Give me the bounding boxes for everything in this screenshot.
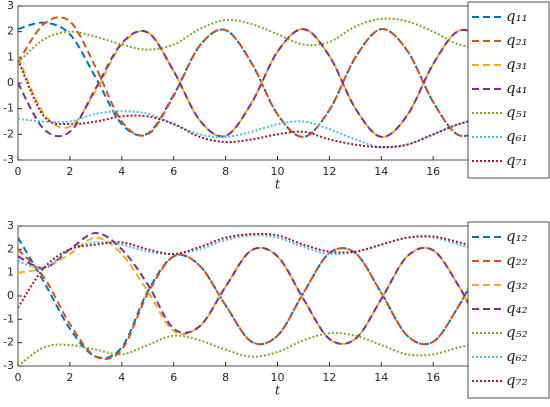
- x-tick-label: 16: [426, 371, 440, 384]
- legend-label: q₆₁: [506, 127, 528, 145]
- y-tick-label: 2: [7, 25, 14, 38]
- x-axis-label: t: [275, 178, 281, 193]
- x-tick-label: 2: [66, 165, 73, 178]
- x-tick-label: 0: [15, 371, 22, 384]
- data-line: [18, 234, 537, 270]
- y-tick-label: 3: [7, 0, 14, 12]
- legend-box: [467, 221, 550, 399]
- data-line: [18, 28, 537, 138]
- x-axis-label: t: [275, 384, 281, 399]
- x-tick-label: 16: [426, 165, 440, 178]
- x-tick-label: 0: [15, 165, 22, 178]
- legend-label: q₇₁: [506, 151, 528, 169]
- y-tick-label: 2: [7, 242, 14, 255]
- y-tick-label: -3: [3, 359, 14, 372]
- y-tick-label: -1: [3, 312, 14, 325]
- x-tick-label: 10: [271, 371, 285, 384]
- x-tick-label: 12: [322, 371, 336, 384]
- y-tick-label: -2: [3, 127, 14, 140]
- x-tick-label: 4: [118, 165, 125, 178]
- x-tick-label: 6: [170, 165, 177, 178]
- legend-label: q₅₁: [506, 103, 528, 121]
- legend-label: q₂₂: [506, 251, 528, 269]
- legend-label: q₅₂: [506, 323, 528, 341]
- y-tick-label: 0: [7, 289, 14, 302]
- legend-label: q₄₂: [506, 299, 528, 317]
- y-tick-label: -1: [3, 102, 14, 115]
- x-tick-label: 2: [66, 371, 73, 384]
- y-tick-label: 1: [7, 50, 14, 63]
- x-tick-label: 6: [170, 371, 177, 384]
- y-tick-label: 0: [7, 76, 14, 89]
- x-tick-label: 14: [374, 165, 388, 178]
- legend-label: q₁₂: [506, 227, 528, 245]
- data-line: [18, 232, 537, 309]
- x-tick-label: 12: [322, 165, 336, 178]
- axes-box: [17, 225, 538, 367]
- legend-label: q₆₂: [506, 347, 528, 365]
- y-tick-label: -3: [3, 153, 14, 166]
- subplot: 02468101214161820-3-2-10123tq₁₁q₂₁q₃₁q₄₁…: [3, 0, 550, 193]
- legend-label: q₇₂: [506, 371, 528, 389]
- subplot: 02468101214161820-3-2-10123tq₁₂q₂₂q₃₂q₄₂…: [3, 219, 550, 399]
- y-tick-label: -2: [3, 336, 14, 349]
- y-tick-label: 1: [7, 266, 14, 279]
- data-line: [18, 17, 537, 64]
- legend-label: q₄₁: [506, 79, 528, 97]
- legend-label: q₂₁: [506, 31, 528, 49]
- x-tick-label: 14: [374, 371, 388, 384]
- data-line: [18, 59, 537, 149]
- y-tick-label: 3: [7, 219, 14, 232]
- x-tick-label: 8: [222, 165, 229, 178]
- x-tick-label: 8: [222, 371, 229, 384]
- x-tick-label: 10: [271, 165, 285, 178]
- legend-label: q₃₂: [506, 275, 528, 293]
- data-line: [18, 332, 537, 366]
- data-line: [18, 28, 537, 138]
- data-line: [18, 16, 537, 138]
- data-line: [18, 231, 537, 346]
- axes-box: [17, 5, 538, 161]
- x-tick-label: 4: [118, 371, 125, 384]
- data-line: [18, 246, 537, 361]
- legend-label: q₃₁: [506, 55, 528, 73]
- legend-label: q₁₁: [506, 7, 528, 25]
- legend-box: [467, 1, 550, 179]
